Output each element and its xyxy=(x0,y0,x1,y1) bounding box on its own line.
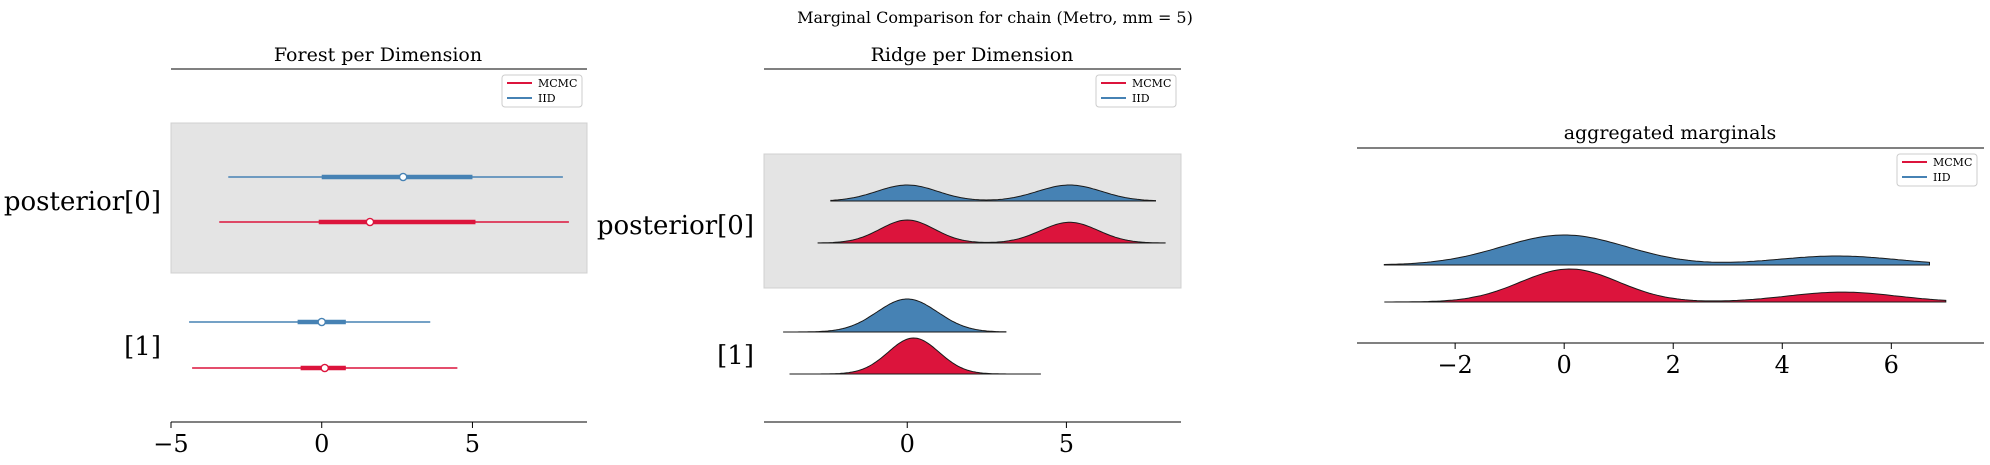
aggregated-panel: aggregated marginals −2 0 2 4 6 MCMC IID xyxy=(1357,122,1984,379)
ridge-row-label-1: [1] xyxy=(717,341,754,371)
ridge-legend: MCMC IID xyxy=(1095,74,1177,108)
aggregated-title: aggregated marginals xyxy=(1564,122,1777,144)
aggregated-x-tick-label: 4 xyxy=(1775,351,1790,379)
ridge-density-iid xyxy=(830,184,1156,202)
ridge-density-iid xyxy=(783,298,1007,333)
ridge-row-label-0: posterior[0] xyxy=(597,211,754,241)
aggregated-density-iid xyxy=(1383,234,1930,266)
forest-legend-iid: IID xyxy=(538,92,556,105)
aggregated-x-tick-label: 0 xyxy=(1557,351,1572,379)
forest-marks xyxy=(189,172,569,373)
aggregated-legend-mcmc: MCMC xyxy=(1933,156,1972,169)
aggregated-density-mcmc xyxy=(1384,268,1947,303)
ridge-density-mcmc xyxy=(789,337,1041,375)
forest-x-ticks: −5 0 5 xyxy=(153,422,480,458)
aggregated-x-tick-label: 2 xyxy=(1666,351,1681,379)
forest-median-point-iid xyxy=(398,172,408,182)
forest-row-label-0: posterior[0] xyxy=(4,187,161,217)
forest-median-point-mcmc xyxy=(320,363,330,373)
aggregated-legend-iid: IID xyxy=(1933,171,1951,184)
forest-legend: MCMC IID xyxy=(501,74,583,108)
forest-median-point-iid xyxy=(317,317,327,327)
forest-x-tick-label: −5 xyxy=(153,430,188,458)
aggregated-marks xyxy=(1383,234,1947,303)
figure-suptitle: Marginal Comparison for chain (Metro, mm… xyxy=(797,8,1193,27)
ridge-x-tick-label: 5 xyxy=(1059,430,1074,458)
ridge-legend-mcmc: MCMC xyxy=(1132,77,1171,90)
forest-x-tick-label: 0 xyxy=(314,430,329,458)
forest-x-tick-label: 5 xyxy=(465,430,480,458)
ridge-density-mcmc xyxy=(817,219,1166,244)
ridge-shaded-row xyxy=(763,153,1182,289)
ridge-title: Ridge per Dimension xyxy=(871,44,1074,66)
forest-shaded-row xyxy=(170,122,588,274)
ridge-marks xyxy=(783,184,1166,375)
forest-panel: Forest per Dimension posterior[0] [1] −5… xyxy=(4,44,588,458)
ridge-x-tick-label: 0 xyxy=(900,430,915,458)
forest-legend-mcmc: MCMC xyxy=(538,77,577,90)
forest-median-point-mcmc xyxy=(365,217,375,227)
aggregated-x-tick-label: −2 xyxy=(1437,351,1472,379)
aggregated-legend: MCMC IID xyxy=(1896,153,1978,187)
forest-title: Forest per Dimension xyxy=(274,44,482,66)
ridge-legend-iid: IID xyxy=(1132,92,1150,105)
forest-row-label-1: [1] xyxy=(124,332,161,362)
aggregated-x-ticks: −2 0 2 4 6 xyxy=(1437,343,1899,379)
aggregated-x-tick-label: 6 xyxy=(1884,351,1899,379)
